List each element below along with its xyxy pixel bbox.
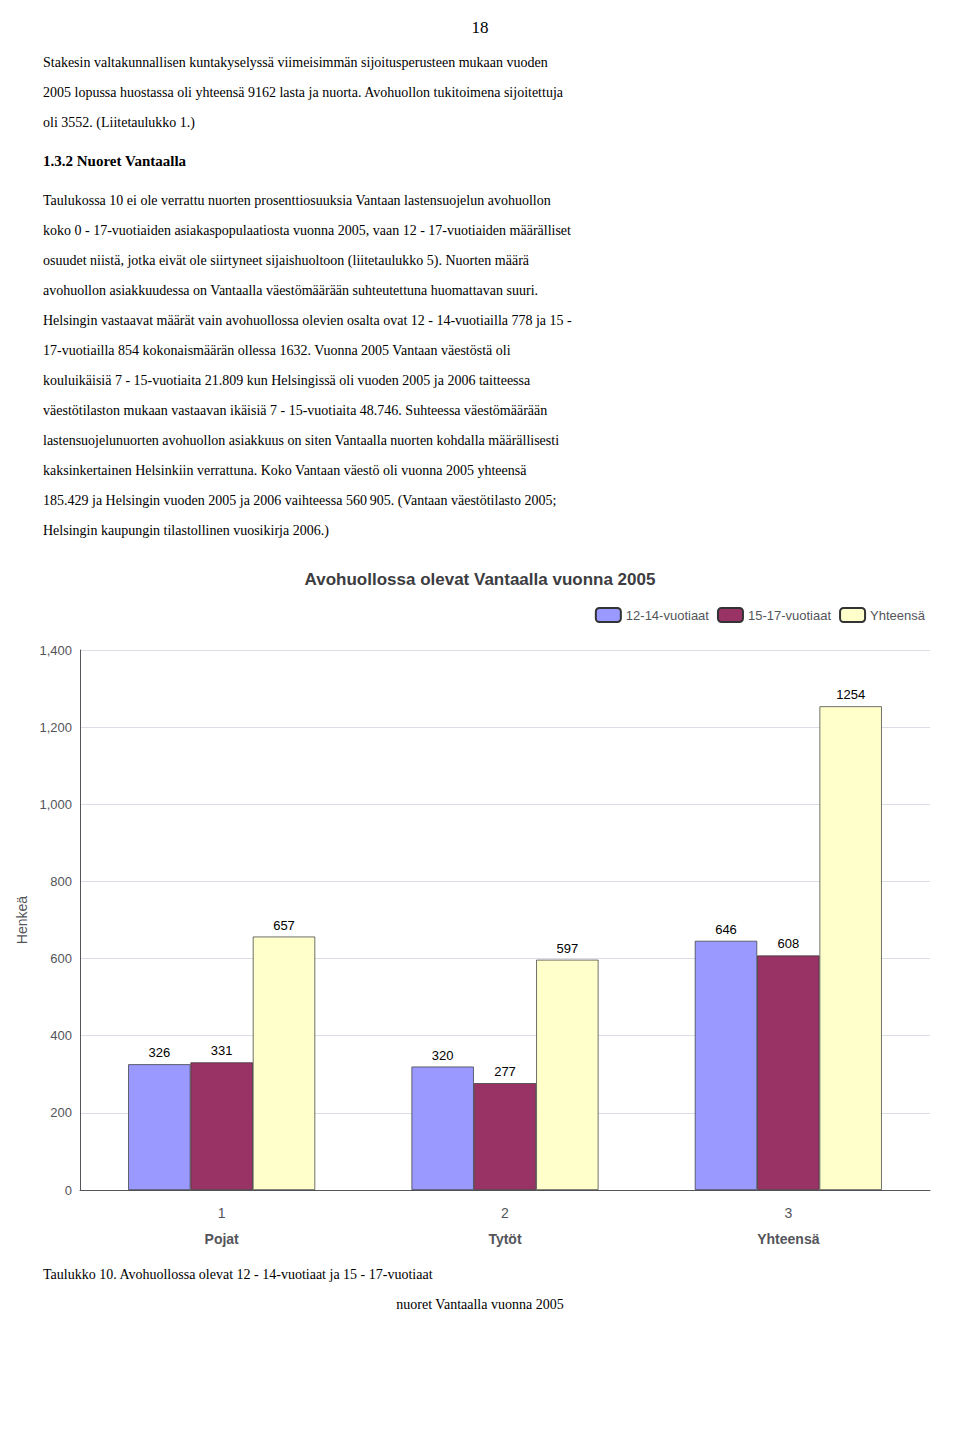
html-text:Helsingin kaupungin tilastolli: Helsingin kaupungin tilastollinen vuosik… bbox=[43, 523, 329, 538]
svg-text:12-14-vuotiaat: 12-14-vuotiaat bbox=[626, 608, 709, 623]
html-text:Taulukko 10. Avohuollossa olev: Taulukko 10. Avohuollossa olevat 12 - 14… bbox=[43, 1267, 433, 1282]
html-text:185.429 ja Helsingin vuoden 20: 185.429 ja Helsingin vuoden 2005 ja 2006… bbox=[43, 493, 557, 508]
html-text:oli 3552. (Liitetaulukko 1.): oli 3552. (Liitetaulukko 1.) bbox=[43, 115, 195, 130]
html-text:Taulukossa 10 ei ole verrattu: Taulukossa 10 ei ole verrattu nuorten pr… bbox=[43, 193, 551, 208]
svg-text:2: 2 bbox=[501, 1205, 509, 1221]
svg-text:1,200: 1,200 bbox=[39, 720, 72, 735]
svg-text:Pojat: Pojat bbox=[205, 1231, 240, 1247]
svg-text:15-17-vuotiaat: 15-17-vuotiaat bbox=[748, 608, 831, 623]
html-text:Helsingin vastaavat määrät vai: Helsingin vastaavat määrät vain avohuoll… bbox=[43, 313, 572, 328]
svg-text:1: 1 bbox=[218, 1205, 226, 1221]
svg-text:400: 400 bbox=[50, 1028, 72, 1043]
svg-text:608: 608 bbox=[777, 936, 799, 951]
html-text:väestötilaston mukaan vastaava: väestötilaston mukaan vastaavan ikäisiä … bbox=[43, 403, 548, 418]
html-text:osuudet niistä, jotka eivät ol: osuudet niistä, jotka eivät ole siirtyne… bbox=[43, 253, 529, 268]
svg-text:600: 600 bbox=[50, 951, 72, 966]
svg-text:200: 200 bbox=[50, 1105, 72, 1120]
html-text:18: 18 bbox=[471, 18, 489, 37]
svg-text:1,000: 1,000 bbox=[39, 797, 72, 812]
svg-text:Henkeä: Henkeä bbox=[14, 896, 30, 944]
html-text:lastensuojelunuorten avohuollo: lastensuojelunuorten avohuollon asiakkuu… bbox=[43, 433, 560, 448]
svg-text:320: 320 bbox=[432, 1048, 454, 1063]
svg-text:3: 3 bbox=[784, 1205, 792, 1221]
svg-text:331: 331 bbox=[211, 1043, 233, 1058]
svg-text:0: 0 bbox=[65, 1183, 72, 1198]
html-text:kaksinkertainen Helsinkiin ver: kaksinkertainen Helsinkiin verrattuna. K… bbox=[43, 463, 527, 478]
svg-text:Yhteensä: Yhteensä bbox=[870, 608, 926, 623]
svg-text:1,400: 1,400 bbox=[39, 643, 72, 658]
html-text:nuoret Vantaalla vuonna 2005: nuoret Vantaalla vuonna 2005 bbox=[396, 1297, 564, 1312]
html-text:avohuollon asiakkuudessa on Va: avohuollon asiakkuudessa on Vantaalla vä… bbox=[43, 283, 538, 298]
svg-text:Yhteensä: Yhteensä bbox=[757, 1231, 819, 1247]
svg-text:800: 800 bbox=[50, 874, 72, 889]
html-text:koko 0 - 17-vuotiaiden asiakas: koko 0 - 17-vuotiaiden asiakaspopulaatio… bbox=[43, 223, 571, 238]
svg-text:1254: 1254 bbox=[836, 687, 865, 702]
html-text:Stakesin valtakunnallisen kunt: Stakesin valtakunnallisen kuntakyselyssä… bbox=[43, 55, 548, 70]
svg-text:657: 657 bbox=[273, 918, 295, 933]
html-text:2005 lopussa huostassa oli yht: 2005 lopussa huostassa oli yhteensä 9162… bbox=[43, 85, 563, 100]
html-text:1.3.2 Nuoret Vantaalla: 1.3.2 Nuoret Vantaalla bbox=[43, 153, 187, 169]
svg-text:326: 326 bbox=[148, 1045, 170, 1060]
svg-text:Tytöt: Tytöt bbox=[488, 1231, 522, 1247]
html-text:17-vuotiailla 854 kokonaismäär: 17-vuotiailla 854 kokonaismäärän ollessa… bbox=[43, 343, 511, 358]
svg-text:597: 597 bbox=[556, 941, 578, 956]
svg-text:277: 277 bbox=[494, 1064, 516, 1079]
svg-text:646: 646 bbox=[715, 922, 737, 937]
html-text:kouluikäisiä 7 - 15-vuotiaita: kouluikäisiä 7 - 15-vuotiaita 21.809 kun… bbox=[43, 373, 531, 388]
svg-text:Avohuollossa olevat Vantaalla: Avohuollossa olevat Vantaalla vuonna 200… bbox=[305, 570, 656, 589]
